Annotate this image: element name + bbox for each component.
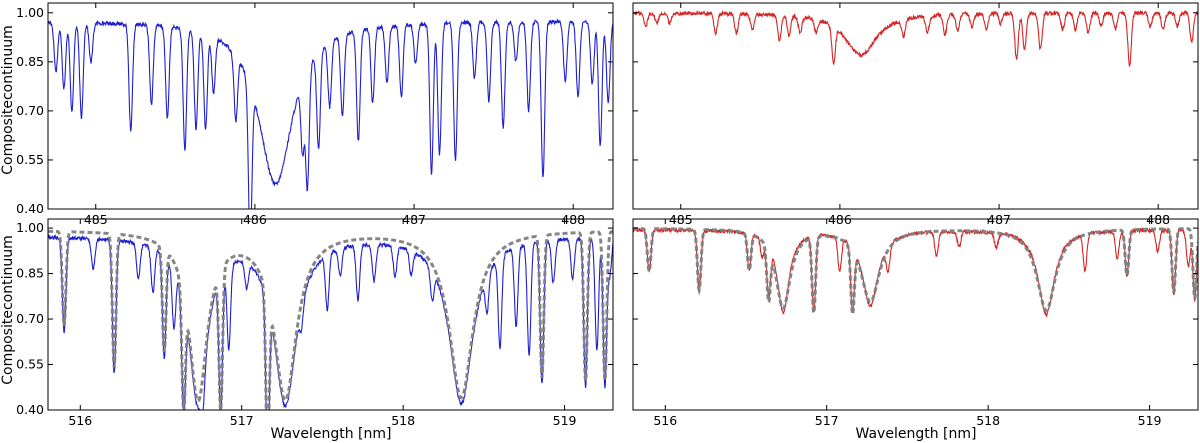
y-tick-label: 0.55 bbox=[16, 152, 44, 167]
x-tick-label: 516 bbox=[68, 413, 92, 428]
model-spectrum-line bbox=[633, 227, 1198, 320]
y-tick-label: 0.55 bbox=[16, 357, 44, 372]
observed-spectrum-line bbox=[633, 9, 1198, 67]
x-tick-label: 517 bbox=[230, 413, 254, 428]
y-tick-label: 0.40 bbox=[16, 402, 44, 417]
axes-frame bbox=[632, 218, 1199, 411]
observed-spectrum-line bbox=[48, 18, 613, 209]
y-axis-label-bottom: Compositecontinuum bbox=[0, 235, 16, 385]
y-tick-label: 0.85 bbox=[16, 54, 44, 69]
model-spectrum-line bbox=[48, 229, 613, 410]
x-axis-label-left: Wavelength [nm] bbox=[271, 426, 392, 442]
x-tick-label: 517 bbox=[815, 413, 839, 428]
observed-spectrum-line bbox=[633, 226, 1198, 318]
axes-frame bbox=[47, 2, 614, 210]
y-tick-label: 0.70 bbox=[16, 311, 44, 326]
panel-top-right: 485 486 487 488 bbox=[632, 2, 1199, 227]
panel-bottom-right: 516 517 518 519 bbox=[632, 218, 1199, 428]
x-tick-label: 519 bbox=[553, 413, 577, 428]
y-tick-label: 0.85 bbox=[16, 266, 44, 281]
y-tick-label: 0.40 bbox=[16, 201, 44, 216]
y-tick-label: 1.00 bbox=[16, 220, 44, 235]
y-tick-label: 1.00 bbox=[16, 5, 44, 20]
axes-frame bbox=[47, 218, 614, 411]
y-axis-label-top: Compositecontinuum bbox=[0, 25, 16, 175]
panel-bottom-left: 516 517 518 519 0.40 0.55 0.70 0.85 1.00 bbox=[16, 218, 614, 428]
observed-spectrum-line bbox=[48, 233, 613, 410]
x-tick-label: 518 bbox=[391, 413, 415, 428]
x-tick-label: 519 bbox=[1138, 413, 1162, 428]
x-tick-label: 518 bbox=[976, 413, 1000, 428]
y-tick-label: 0.70 bbox=[16, 103, 44, 118]
x-tick-label: 516 bbox=[653, 413, 677, 428]
axes-frame bbox=[632, 2, 1199, 210]
x-axis-label-right: Wavelength [nm] bbox=[856, 426, 977, 442]
